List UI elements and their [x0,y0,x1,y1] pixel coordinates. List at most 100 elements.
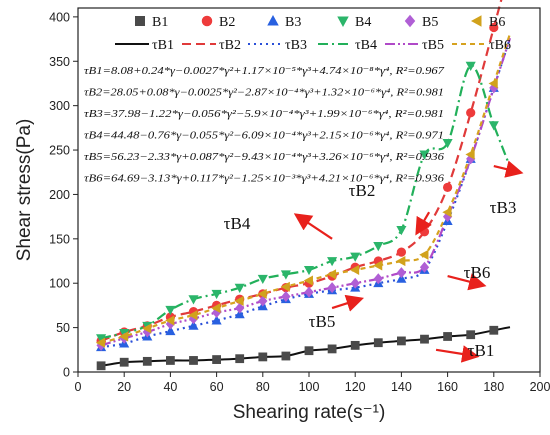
point-b3 [165,325,176,336]
point-b6 [419,249,429,260]
point-b5 [419,261,430,273]
legend-label-τB1: τB1 [152,38,174,53]
point-b1 [258,352,268,362]
axis-ticks: 0 20 40 60 80 100 120 140 160 180 200 0 50 100 150 200 2… [49,10,550,394]
fit-line-b3 [100,37,512,349]
point-b5 [304,286,314,298]
point-b5 [373,273,383,285]
point-b6 [303,275,313,286]
point-b6 [142,323,152,334]
annotation-label-τB4: τB4 [224,214,251,233]
y-tick-label: 350 [49,55,70,69]
legend-label-τB5: τB5 [422,38,444,53]
annotation-label-τB3: τB3 [490,198,517,217]
point-b1 [142,356,152,366]
point-b1 [166,356,175,365]
annotation-arrow-τB3 [493,160,524,178]
annotation-label-τB1: τB1 [468,341,495,360]
x-tick-label: 40 [163,380,177,394]
point-b6 [280,281,290,292]
y-tick-label: 400 [49,10,70,24]
point-b1 [327,344,337,354]
point-b3 [234,309,245,319]
annotations: τB4 τB2 τB3 τB6 τB5 τB1 [224,160,524,363]
y-axis-title: Shear stress(Pa) [14,119,35,262]
point-b1 [212,355,221,364]
point-b6 [326,269,337,280]
equation-1: τB1=8.08+0.24*γ−0.0027*γ²+1.17×10⁻⁵*γ³+4… [84,66,445,77]
y-tick-label: 300 [49,99,70,113]
x-tick-label: 140 [391,380,412,394]
x-tick-label: 160 [437,380,458,394]
x-tick-label: 180 [483,380,504,394]
point-b4 [303,265,315,276]
point-b3 [211,315,222,325]
point-b6 [349,264,360,275]
y-tick-label: 0 [63,366,70,380]
legend-label-τB2: τB2 [219,38,241,53]
y-tick-label: 150 [49,232,70,246]
legend-marker-b2 [201,15,213,27]
point-b1 [466,330,476,340]
legend-label-τB4: τB4 [355,38,377,53]
point-b4 [396,225,407,236]
point-b1 [119,357,129,367]
point-b3 [188,320,199,330]
x-tick-label: 0 [75,380,82,394]
legend: B1 B2 B3 B4 B5 B6 τB1 τB2 τB3 τB4 τB5 τB6 [115,14,511,53]
legend-label-τB6: τB6 [489,38,511,53]
point-b5 [281,291,291,303]
point-b1 [281,351,291,361]
legend-label-b2: B2 [219,15,235,30]
annotation-arrow-τB5 [331,294,365,312]
point-b4 [465,61,476,71]
point-b6 [211,303,221,314]
point-b6 [165,315,175,326]
annotation-label-τB2: τB2 [349,181,376,200]
point-b6 [488,78,498,89]
point-b3 [396,273,407,283]
x-tick-label: 60 [210,380,224,394]
equation-5: τB5=56.23−2.33*γ+0.087*γ²−9.43×10⁻⁴*γ³+3… [84,152,445,163]
legend-label-b3: B3 [285,15,301,30]
annotation-label-τB5: τB5 [309,312,336,331]
y-tick-label: 100 [49,277,70,291]
legend-marker-b3 [267,15,279,26]
annotation-arrow-τB4 [293,213,333,240]
equation-3: τB3=37.98−1.22*γ−0.056*γ²−5.9×10⁻⁴*γ³+1.… [84,109,444,120]
point-b4 [442,138,453,149]
legend-label-b5: B5 [422,15,438,30]
point-b1 [420,334,429,344]
y-tick-label: 250 [49,144,70,158]
point-b2 [442,182,453,192]
point-b4 [350,252,361,262]
point-b4 [211,289,222,300]
point-b6 [257,288,267,299]
equation-6: τB6=64.69−3.13*γ+0.117*γ²−1.25×10⁻³*γ³+4… [84,174,445,185]
legend-marker-b1 [135,16,145,26]
point-b6 [118,331,129,342]
point-b5 [258,295,268,307]
point-b6 [442,207,452,218]
point-b4 [165,305,176,316]
point-b1 [397,336,406,346]
point-b1 [489,325,499,335]
x-tick-label: 120 [345,380,366,394]
x-axis-title: Shearing rate(s⁻¹) [233,402,386,423]
point-b6 [188,310,198,321]
point-b1 [443,332,452,341]
point-b6 [396,255,406,267]
point-b2 [466,108,476,118]
point-b4 [280,270,291,280]
legend-label-b6: B6 [489,15,505,30]
point-b5 [350,277,360,289]
x-tick-label: 80 [256,380,270,394]
point-b2 [419,227,430,237]
plot-frame [77,7,541,373]
point-b1 [373,338,383,348]
point-b1 [96,361,106,371]
annotation-arrow-τB1 [435,345,480,363]
point-b1 [304,346,314,356]
point-b1 [350,340,360,350]
point-b6 [234,295,244,307]
